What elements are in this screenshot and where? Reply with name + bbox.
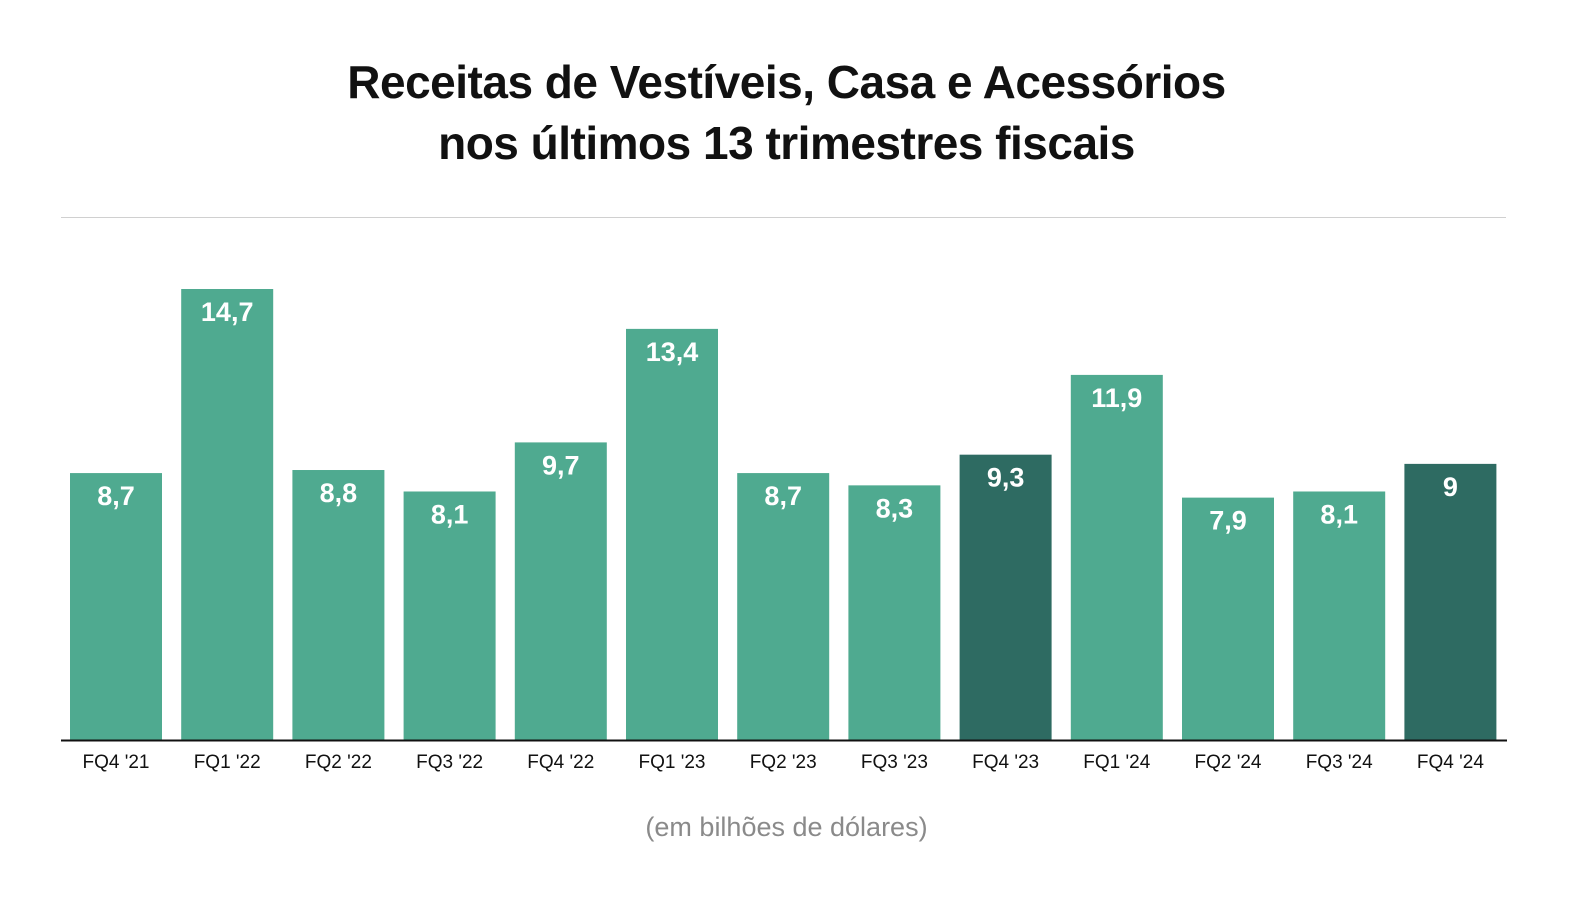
chart-title-line-2: nos últimos 13 trimestres fiscais — [438, 117, 1135, 169]
units-note: (em bilhões de dólares) — [645, 812, 928, 842]
bar-5 — [514, 442, 607, 740]
x-tick-label-2: FQ1 '22 — [194, 752, 261, 773]
x-tick-label-3: FQ2 '22 — [305, 752, 372, 773]
x-tick-label-4: FQ3 '22 — [416, 752, 483, 773]
bar-13 — [1404, 463, 1497, 740]
x-tick-label-12: FQ3 '24 — [1306, 752, 1373, 773]
bar-9 — [959, 454, 1052, 740]
x-tick-label-8: FQ3 '23 — [861, 752, 928, 773]
value-label-10: 11,9 — [1091, 383, 1142, 413]
value-label-13: 9 — [1443, 472, 1458, 502]
value-label-8: 8,3 — [876, 493, 914, 523]
value-label-4: 8,1 — [431, 499, 469, 529]
bar-10 — [1070, 374, 1163, 740]
title-divider — [61, 217, 1506, 218]
bar-8 — [848, 485, 941, 740]
value-label-5: 9,7 — [542, 450, 580, 480]
x-tick-label-6: FQ1 '23 — [639, 752, 706, 773]
x-tick-label-1: FQ4 '21 — [83, 752, 150, 773]
bar-3 — [292, 470, 385, 740]
x-tick-label-9: FQ4 '23 — [972, 752, 1039, 773]
bar-12 — [1293, 491, 1386, 740]
value-label-3: 8,8 — [320, 478, 358, 508]
bar-2 — [181, 289, 274, 740]
x-tick-label-11: FQ2 '24 — [1195, 752, 1262, 773]
value-label-11: 7,9 — [1209, 506, 1247, 536]
value-label-7: 8,7 — [764, 481, 802, 511]
bar-11 — [1182, 497, 1274, 740]
bar-7 — [737, 473, 830, 740]
x-tick-label-13: FQ4 '24 — [1417, 752, 1484, 773]
chart-title-line-1: Receitas de Vestíveis, Casa e Acessórios — [347, 56, 1226, 108]
value-label-9: 9,3 — [987, 463, 1025, 493]
chart-title: Receitas de Vestíveis, Casa e Acessórios… — [0, 52, 1573, 174]
x-tick-label-5: FQ4 '22 — [527, 752, 594, 773]
bar-4 — [403, 491, 496, 740]
value-label-6: 13,4 — [646, 337, 699, 367]
x-tick-label-10: FQ1 '24 — [1083, 752, 1150, 773]
value-label-2: 14,7 — [201, 297, 254, 327]
bar-1 — [70, 473, 162, 740]
value-label-12: 8,1 — [1320, 499, 1358, 529]
bar-6 — [626, 328, 718, 740]
value-label-1: 8,7 — [97, 481, 135, 511]
x-tick-label-7: FQ2 '23 — [750, 752, 817, 773]
